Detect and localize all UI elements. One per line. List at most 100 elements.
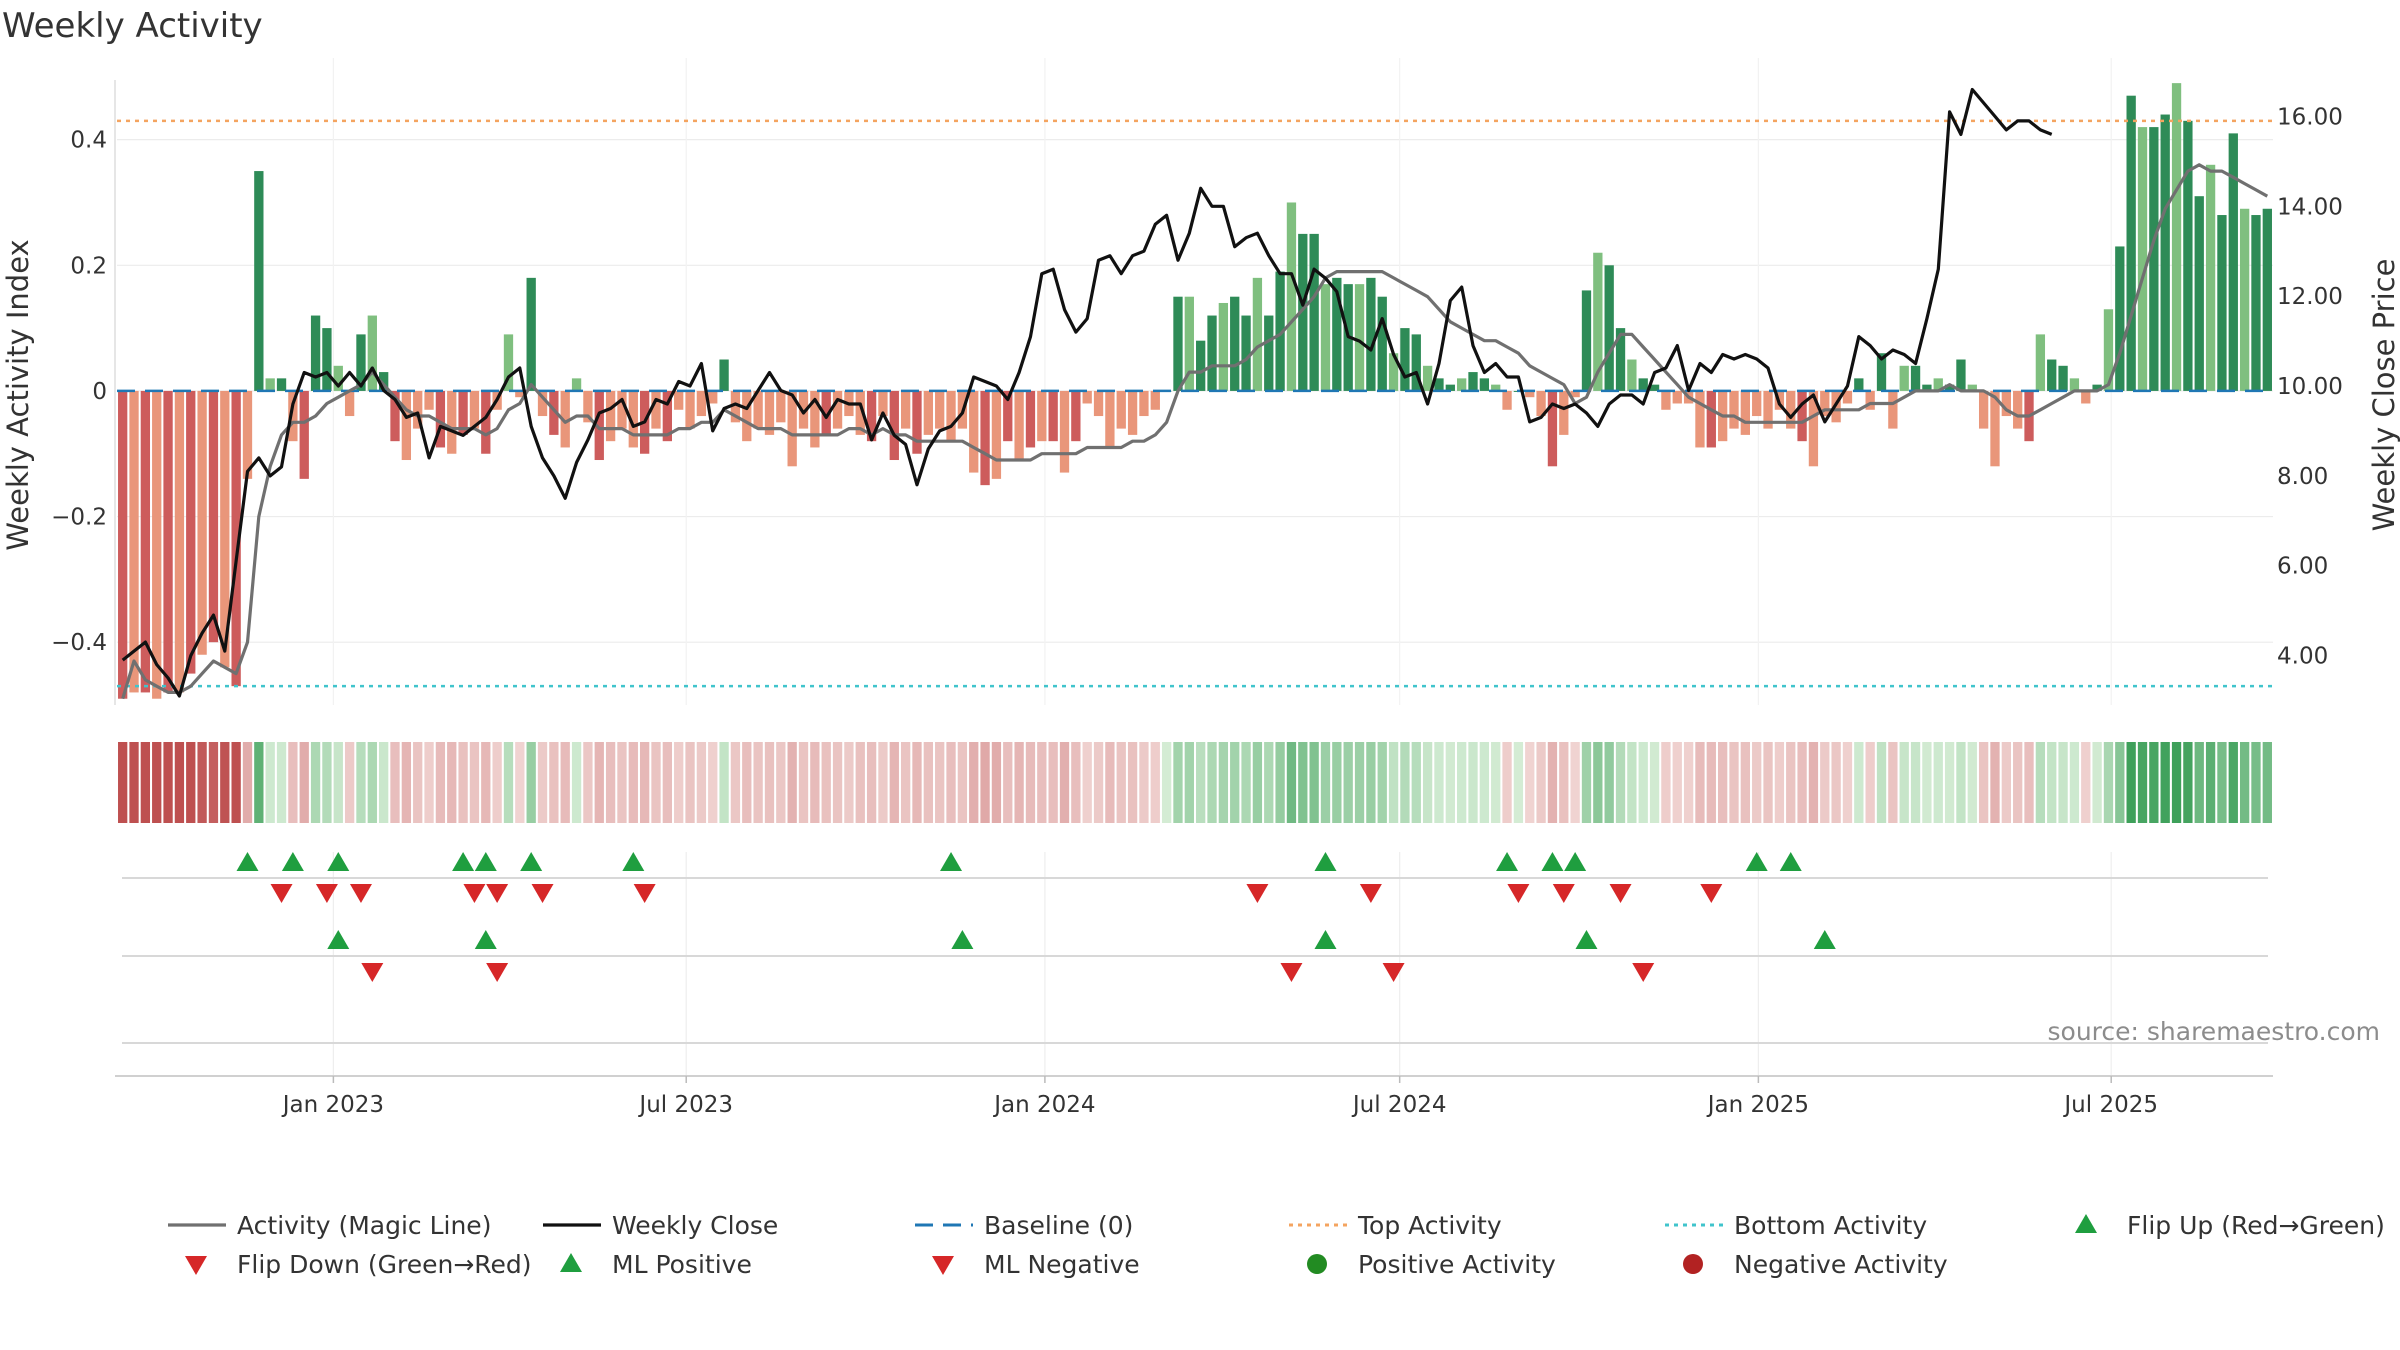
activity-bar (1661, 390, 1671, 410)
activity-bar (2069, 378, 2080, 391)
heat-cell (1150, 742, 1160, 823)
activity-bar (1967, 384, 1977, 391)
heat-cell (662, 742, 672, 823)
heat-cell (1978, 742, 1989, 823)
activity-bar (1071, 390, 1081, 442)
heat-cell (991, 742, 1002, 823)
heat-cell (1910, 742, 1921, 823)
activity-bar (1536, 390, 1546, 417)
heat-cell (640, 742, 650, 823)
activity-bar (1457, 378, 1467, 391)
activity-bar (458, 390, 468, 435)
activity-bar (1150, 390, 1160, 410)
heat-cell (1059, 742, 1070, 823)
activity-bar (1252, 277, 1263, 391)
activity-bar (1570, 390, 1580, 398)
activity-bar (2035, 334, 2046, 391)
activity-bar (197, 390, 207, 655)
ml-positive-marker (1813, 930, 1836, 949)
activity-bar (1638, 378, 1648, 391)
activity-bar (379, 372, 389, 391)
flip-down-marker (315, 884, 338, 903)
x-tick-label: Jan 2025 (1706, 1092, 1809, 1118)
activity-bar (1706, 390, 1716, 448)
heat-cell (2228, 742, 2238, 823)
heat-cell (2058, 742, 2068, 823)
activity-bar (2228, 133, 2238, 391)
y-left-axis-title: Weekly Activity Index (1, 239, 35, 550)
activity-bar (152, 390, 162, 699)
flip-down-marker (1359, 884, 1382, 903)
activity-bar (628, 390, 638, 448)
heat-cell (492, 742, 502, 823)
ml-negative-marker (1280, 963, 1303, 982)
activity-bar (1400, 328, 1410, 391)
heat-cell (1207, 742, 1217, 823)
heat-cell (288, 742, 298, 823)
heat-cell (1139, 742, 1149, 823)
y-right-axis-title: Weekly Close Price (2367, 259, 2400, 532)
activity-bar (1411, 334, 1421, 391)
heat-cell (855, 742, 865, 823)
heat-cell (1536, 742, 1546, 823)
x-tick-label: Jul 2023 (637, 1092, 733, 1118)
heat-cell (1161, 742, 1172, 823)
heat-cell (2137, 742, 2148, 823)
activity-bar (1422, 365, 1433, 391)
x-tick-label: Jan 2023 (281, 1092, 384, 1118)
activity-bar (526, 277, 536, 391)
activity-bar (1082, 390, 1092, 404)
activity-bar (1286, 202, 1297, 391)
heat-cell (844, 742, 854, 823)
heat-cell (254, 742, 264, 823)
ml-positive-marker (474, 930, 497, 949)
heat-cell (787, 742, 797, 823)
activity-bar (1241, 315, 1251, 391)
legend-swatch (1307, 1254, 1327, 1274)
flip-up-marker (1496, 852, 1519, 871)
activity-bar (1649, 384, 1660, 391)
activity-bar (1388, 353, 1399, 391)
heat-cell (571, 742, 582, 823)
heat-cell (685, 742, 695, 823)
heat-cell (912, 742, 922, 823)
activity-bar (390, 390, 400, 442)
activity-bar (1876, 353, 1887, 391)
legend-swatch (1683, 1254, 1703, 1274)
heat-cell (1865, 742, 1875, 823)
heat-cell (344, 742, 355, 823)
heat-cell (2183, 742, 2193, 823)
activity-bar (912, 390, 922, 454)
heat-cell (2205, 742, 2216, 823)
heat-cell (469, 742, 480, 823)
heat-cell (1797, 742, 1807, 823)
activity-bar (435, 390, 446, 448)
heat-cell (1593, 742, 1603, 823)
heat-cell (2069, 742, 2080, 823)
activity-bar (594, 390, 604, 461)
heat-cell (810, 742, 820, 823)
heat-cell (140, 742, 151, 823)
flip-up-marker (622, 852, 645, 871)
heat-cell (2149, 742, 2159, 823)
legend-item: Negative Activity (1683, 1250, 1948, 1279)
activity-bar (1298, 233, 1308, 391)
heat-cell (1627, 742, 1637, 823)
lines-layer (117, 87, 2273, 700)
x-tick-label: Jan 2024 (992, 1092, 1095, 1118)
activity-bar (1604, 265, 1614, 391)
activity-bar (696, 390, 707, 417)
activity-bar (322, 328, 332, 391)
heat-cell (866, 742, 877, 823)
heat-cell (1275, 742, 1285, 823)
heat-cell (1468, 742, 1478, 823)
legend-label: Weekly Close (612, 1211, 778, 1240)
activity-bar (1207, 315, 1217, 391)
legend-item: Baseline (0) (915, 1211, 1133, 1240)
ml-negative-marker (1632, 963, 1655, 982)
chart-title: Weekly Activity (2, 6, 263, 46)
activity-bar (2137, 127, 2148, 391)
flip-up-marker (474, 852, 497, 871)
activity-bar (1093, 390, 1104, 417)
activity-bar (356, 334, 366, 391)
